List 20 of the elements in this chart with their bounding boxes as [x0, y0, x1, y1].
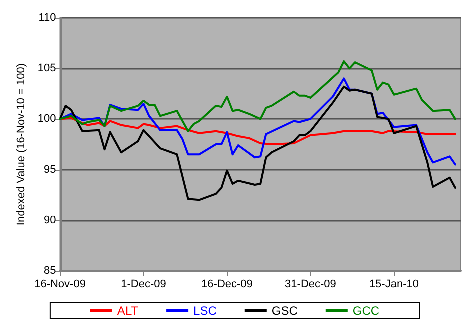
- y-tick-label: 90: [44, 214, 56, 226]
- legend-label: GSC: [272, 304, 298, 318]
- x-tick-label: 1-Dec-09: [121, 278, 166, 290]
- line-series: [59, 60, 456, 132]
- legend-label: GCC: [352, 304, 380, 318]
- line-series: [59, 78, 456, 166]
- y-tick-label: 95: [44, 164, 56, 176]
- line-series: [59, 86, 456, 202]
- legend-label: ALT: [117, 304, 140, 318]
- y-axis-title: Indexed Value (16-Nov-10 = 100): [16, 63, 28, 226]
- x-tick-label: 16-Nov-09: [34, 278, 86, 290]
- y-tick-label: 105: [38, 62, 56, 75]
- y-tick-label: 100: [38, 113, 56, 126]
- line-series: [59, 117, 456, 146]
- legend-label: LSC: [194, 304, 218, 318]
- x-tick-label: 16-Dec-09: [202, 278, 253, 290]
- x-tick-label: 15-Jan-10: [369, 278, 419, 290]
- y-tick-label: 85: [44, 265, 56, 277]
- x-tick-label: 31-Dec-09: [285, 278, 336, 290]
- y-tick-label: 110: [38, 12, 56, 24]
